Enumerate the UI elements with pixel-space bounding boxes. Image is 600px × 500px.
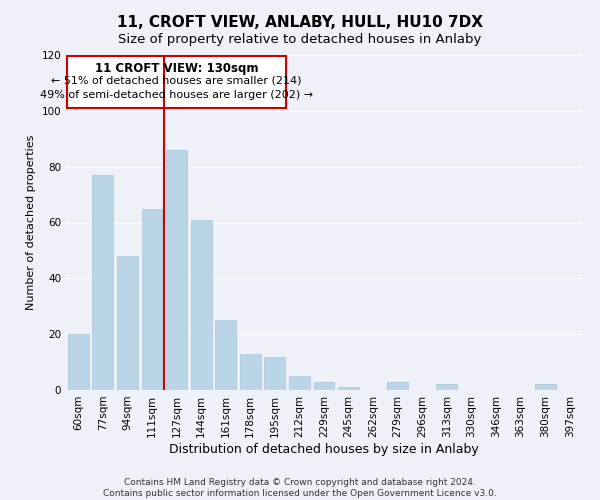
Bar bbox=[92, 175, 113, 390]
Bar bbox=[289, 376, 310, 390]
X-axis label: Distribution of detached houses by size in Anlaby: Distribution of detached houses by size … bbox=[169, 442, 479, 456]
Bar bbox=[338, 387, 359, 390]
Bar bbox=[265, 356, 286, 390]
Text: 11 CROFT VIEW: 130sqm: 11 CROFT VIEW: 130sqm bbox=[95, 62, 259, 75]
Bar bbox=[191, 220, 212, 390]
Bar bbox=[240, 354, 261, 390]
Bar bbox=[166, 150, 187, 390]
Bar bbox=[535, 384, 556, 390]
FancyBboxPatch shape bbox=[67, 56, 286, 108]
Text: 11, CROFT VIEW, ANLABY, HULL, HU10 7DX: 11, CROFT VIEW, ANLABY, HULL, HU10 7DX bbox=[117, 15, 483, 30]
Text: ← 51% of detached houses are smaller (214): ← 51% of detached houses are smaller (21… bbox=[52, 76, 302, 86]
Bar bbox=[314, 382, 334, 390]
Bar bbox=[142, 208, 163, 390]
Text: Contains HM Land Registry data © Crown copyright and database right 2024.
Contai: Contains HM Land Registry data © Crown c… bbox=[103, 478, 497, 498]
Bar bbox=[68, 334, 89, 390]
Text: 49% of semi-detached houses are larger (202) →: 49% of semi-detached houses are larger (… bbox=[40, 90, 313, 100]
Bar bbox=[215, 320, 236, 390]
Text: Size of property relative to detached houses in Anlaby: Size of property relative to detached ho… bbox=[118, 32, 482, 46]
Bar bbox=[436, 384, 457, 390]
Bar bbox=[387, 382, 408, 390]
Bar bbox=[117, 256, 138, 390]
Y-axis label: Number of detached properties: Number of detached properties bbox=[26, 135, 36, 310]
